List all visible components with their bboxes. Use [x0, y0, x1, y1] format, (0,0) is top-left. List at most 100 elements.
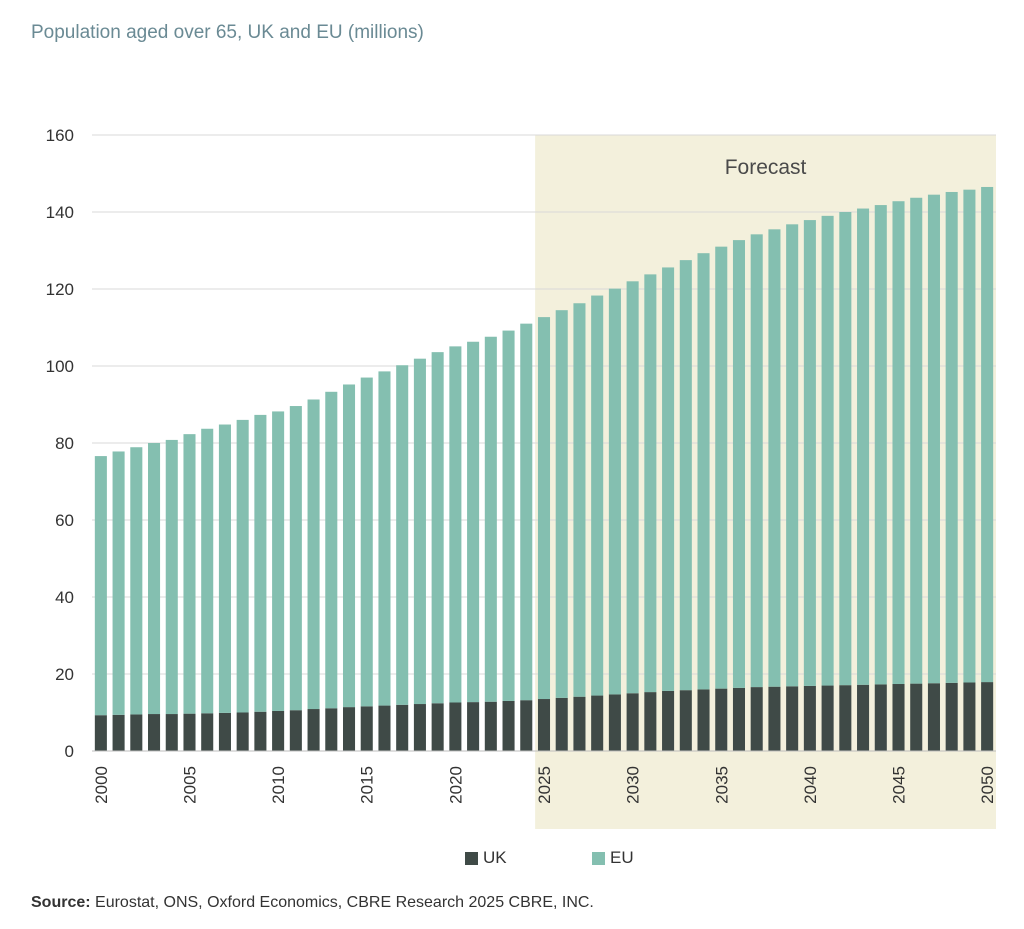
bar-eu — [484, 336, 497, 702]
x-tick-label: 2020 — [446, 766, 465, 804]
bar-eu — [768, 229, 781, 687]
bar-eu — [502, 330, 515, 701]
y-tick-label: 0 — [65, 742, 74, 761]
bar-uk — [732, 687, 746, 751]
bar-uk — [626, 693, 639, 751]
bar-uk — [413, 704, 426, 751]
bar-eu — [431, 352, 444, 704]
legend-item-uk: UK — [465, 848, 507, 868]
x-tick-label: 2005 — [180, 766, 199, 804]
y-tick-label: 160 — [46, 126, 74, 145]
bar-eu — [165, 439, 178, 715]
x-tick-label: 2010 — [269, 766, 288, 804]
x-tick-label: 2040 — [801, 766, 820, 804]
bar-uk — [768, 686, 781, 751]
bar-eu — [786, 224, 799, 687]
bar-eu — [218, 424, 231, 713]
bar-uk — [112, 714, 125, 751]
bar-eu — [697, 253, 710, 690]
source-label: Source: — [31, 894, 91, 911]
bar-eu — [626, 281, 639, 694]
y-tick-label: 60 — [55, 511, 74, 530]
y-tick-label: 40 — [55, 588, 74, 607]
bar-eu — [927, 194, 940, 684]
legend: UK EU — [0, 848, 1024, 872]
bar-eu — [396, 365, 409, 705]
bar-uk — [236, 712, 249, 751]
bar-uk — [750, 687, 763, 751]
bar-uk — [272, 710, 285, 751]
bar-uk — [130, 714, 143, 751]
bar-eu — [360, 377, 373, 707]
bar-eu — [325, 391, 338, 709]
bar-uk — [662, 690, 675, 751]
bar-uk — [148, 714, 161, 751]
legend-swatch-eu — [592, 851, 605, 865]
bar-uk — [555, 697, 568, 751]
bar-uk — [679, 690, 692, 751]
bar-eu — [803, 220, 816, 686]
bar-uk — [396, 704, 409, 751]
bar-uk — [715, 688, 728, 751]
bar-eu — [945, 191, 958, 683]
x-tick-label: 2045 — [890, 766, 909, 804]
bar-eu — [662, 267, 675, 691]
bar-uk — [591, 695, 604, 751]
bar-eu — [874, 205, 887, 685]
bar-uk — [520, 700, 533, 751]
bar-eu — [94, 456, 107, 716]
source-text: Eurostat, ONS, Oxford Economics, CBRE Re… — [95, 894, 594, 911]
bar-eu — [732, 240, 746, 688]
y-tick-label: 80 — [55, 434, 74, 453]
chart-title: Population aged over 65, UK and EU (mill… — [31, 22, 424, 43]
bar-eu — [520, 323, 533, 701]
bar-uk — [307, 709, 320, 751]
forecast-shading — [535, 135, 996, 829]
y-tick-label: 100 — [46, 357, 74, 376]
bar-uk — [821, 685, 834, 751]
bar-eu — [236, 419, 249, 713]
bar-eu — [272, 411, 285, 711]
bar-uk — [325, 708, 338, 751]
bar-uk — [963, 682, 976, 751]
bar-uk — [857, 684, 870, 751]
bar-uk — [981, 682, 994, 751]
bar-eu — [608, 288, 621, 695]
legend-item-eu: EU — [592, 848, 634, 868]
bar-uk — [644, 692, 657, 751]
bar-uk — [484, 701, 497, 751]
bar-uk — [360, 706, 373, 751]
bar-eu — [555, 310, 568, 698]
bar-uk — [218, 712, 231, 751]
bar-eu — [644, 274, 657, 693]
bar-eu — [254, 414, 267, 712]
bar-uk — [94, 715, 107, 751]
y-tick-label: 140 — [46, 203, 74, 222]
forecast-region — [535, 135, 996, 829]
bar-eu — [183, 434, 196, 714]
bar-eu — [839, 212, 852, 686]
bar-uk — [431, 703, 444, 751]
bar-uk — [254, 711, 267, 751]
bar-eu — [148, 443, 161, 715]
legend-label-eu: EU — [610, 848, 634, 867]
bar-eu — [910, 197, 923, 684]
forecast-label: Forecast — [725, 156, 807, 179]
source-note: Source: Eurostat, ONS, Oxford Economics,… — [31, 894, 594, 912]
x-tick-label: 2025 — [535, 766, 554, 804]
bar-uk — [449, 702, 462, 751]
bar-uk — [608, 694, 621, 751]
bar-eu — [981, 186, 994, 683]
bar-eu — [467, 341, 480, 703]
bars — [94, 186, 994, 751]
bar-eu — [449, 346, 462, 703]
x-tick-label: 2000 — [92, 766, 111, 804]
bar-uk — [201, 713, 214, 751]
bar-uk — [183, 713, 196, 751]
bar-uk — [839, 685, 852, 751]
bar-eu — [112, 451, 125, 715]
bar-uk — [573, 696, 586, 751]
bar-uk — [467, 702, 480, 751]
